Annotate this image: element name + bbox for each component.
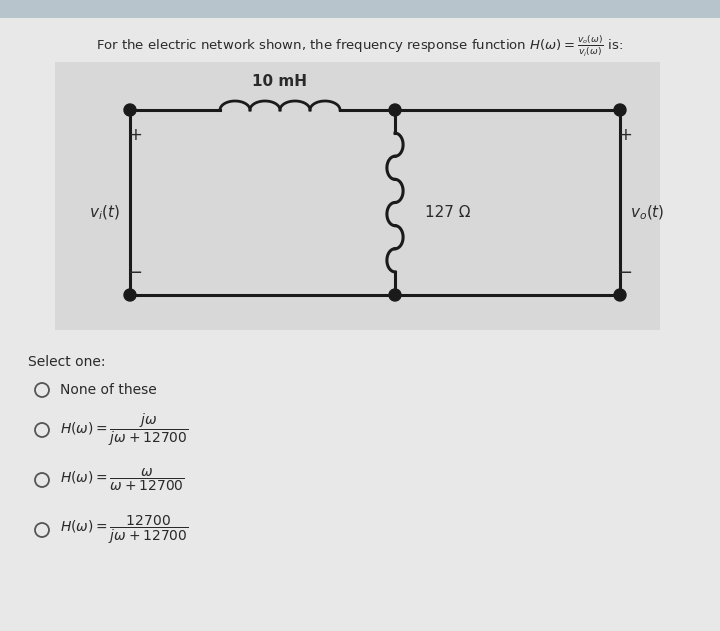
Text: $v_o(t)$: $v_o(t)$ <box>630 203 665 221</box>
Text: For the electric network shown, the frequency response function $H(\omega) = \fr: For the electric network shown, the freq… <box>96 33 624 59</box>
Text: −: − <box>127 264 143 282</box>
Circle shape <box>614 104 626 116</box>
Circle shape <box>389 104 401 116</box>
Text: +: + <box>618 126 632 144</box>
Text: None of these: None of these <box>60 383 157 397</box>
Text: +: + <box>128 126 142 144</box>
Circle shape <box>614 289 626 301</box>
Text: 127 Ω: 127 Ω <box>425 205 470 220</box>
Text: $H(\omega) = \dfrac{j\omega}{j\omega+12700}$: $H(\omega) = \dfrac{j\omega}{j\omega+127… <box>60 412 189 448</box>
Circle shape <box>124 104 136 116</box>
Circle shape <box>124 289 136 301</box>
Text: −: − <box>618 264 633 282</box>
Text: $H(\omega) = \dfrac{12700}{j\omega+12700}$: $H(\omega) = \dfrac{12700}{j\omega+12700… <box>60 514 189 546</box>
Text: 10 mH: 10 mH <box>253 74 307 90</box>
Bar <box>55 62 660 330</box>
Text: $H(\omega) = \dfrac{\omega}{\omega+12700}$: $H(\omega) = \dfrac{\omega}{\omega+12700… <box>60 467 185 493</box>
Circle shape <box>389 289 401 301</box>
Text: $v_i(t)$: $v_i(t)$ <box>89 203 120 221</box>
Bar <box>0 0 720 18</box>
Text: Select one:: Select one: <box>28 355 106 369</box>
